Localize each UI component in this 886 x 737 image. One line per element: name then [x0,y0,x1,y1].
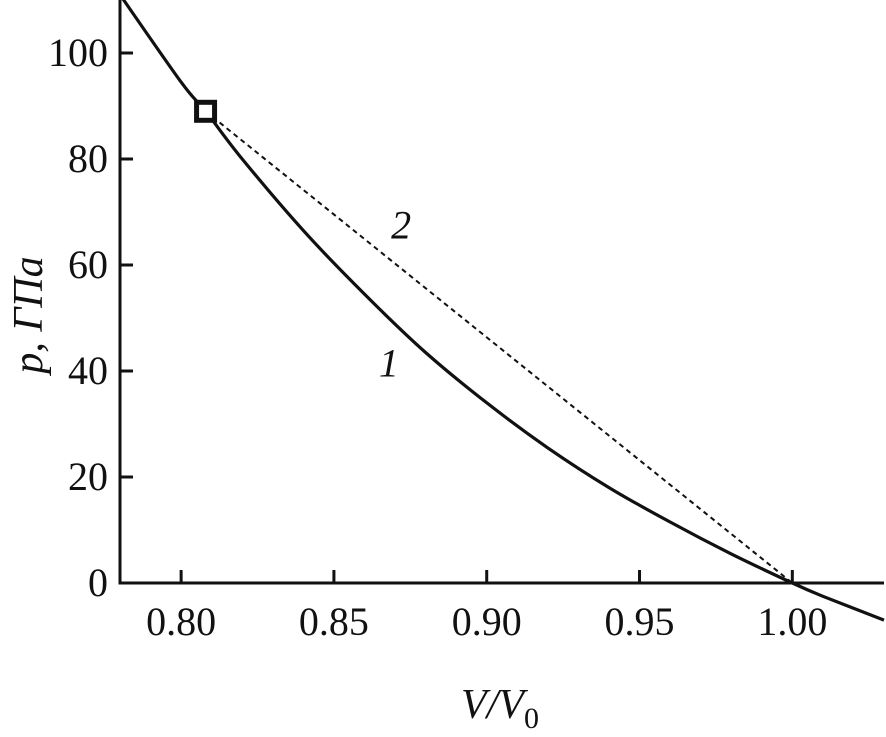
curve-label-2: 2 [391,203,411,248]
y-tick-label: 0 [88,560,108,605]
annotations: 12 [379,203,411,386]
y-axis-label: p, ГПа [6,256,52,376]
x-tick-label: 0.90 [452,599,522,644]
y-tick-label: 20 [68,454,108,499]
y-tick-label: 60 [68,242,108,287]
y-tick-label: 40 [68,348,108,393]
y-tick-label: 100 [48,30,108,75]
x-tick-label: 0.85 [299,599,369,644]
series-line-2 [204,110,793,584]
x-tick-label: 1.00 [757,599,827,644]
data-point-marker [194,99,218,123]
x-ticks: 0.80 0.85 0.90 0.95 1.00 [146,570,827,644]
x-axis-label-main: V/V [461,682,528,728]
y-tick-label: 80 [68,136,108,181]
x-axis-label-subscript: 0 [524,702,539,735]
series-line-1 [121,0,885,622]
y-ticks: 0 20 40 60 80 100 [48,30,133,605]
plot-area [121,0,885,622]
axes: 0 20 40 60 80 100 0.80 0.85 0.90 0.95 1.00 [48,0,884,644]
x-axis-label: V/V0 [461,682,539,735]
x-tick-label: 0.95 [605,599,675,644]
curve-label-1: 1 [379,340,399,385]
x-tick-label: 0.80 [146,599,216,644]
